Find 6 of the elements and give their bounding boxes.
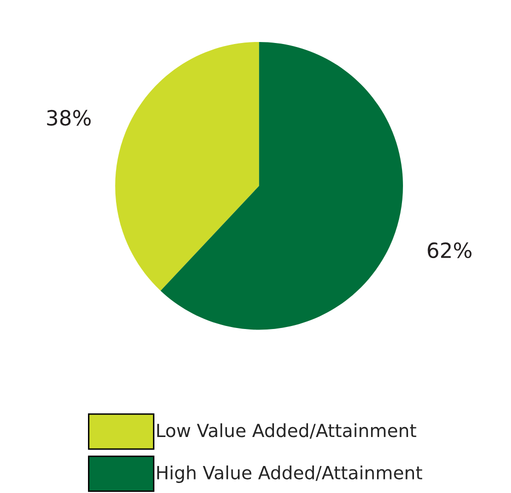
legend-label: High Value Added/Attainment [157, 465, 422, 483]
data-label: 38% [47, 110, 91, 126]
pie-slice [115, 42, 260, 291]
data-label: 62% [428, 242, 472, 258]
legend-label: Low Value Added/Attainment [157, 423, 416, 439]
pie-slice [160, 42, 403, 330]
